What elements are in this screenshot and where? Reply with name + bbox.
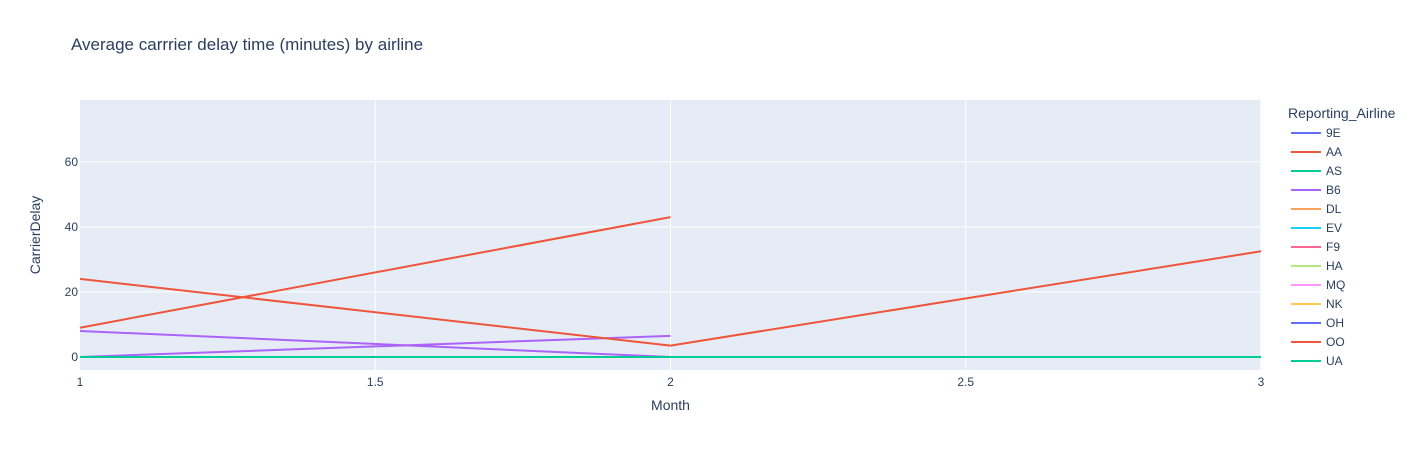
x-axis-title: Month [651, 397, 690, 413]
y-tick-label: 60 [65, 155, 79, 169]
chart-title: Average carrrier delay time (minutes) by… [71, 35, 423, 54]
legend-label: DL [1326, 202, 1342, 216]
legend-item-b6[interactable]: B6 [1291, 183, 1341, 197]
legend-item-nk[interactable]: NK [1291, 297, 1343, 311]
y-tick-label: 20 [65, 285, 79, 299]
legend-item-ha[interactable]: HA [1291, 259, 1343, 273]
x-tick-label: 2.5 [957, 375, 974, 389]
series-lines [79, 216, 1262, 358]
y-tick-label: 0 [71, 350, 78, 364]
legend-item-oh[interactable]: OH [1291, 316, 1344, 330]
legend-label: OH [1326, 316, 1344, 330]
y-axis-title: CarrierDelay [27, 196, 43, 275]
legend-label: AA [1326, 145, 1342, 159]
legend-label: NK [1326, 297, 1343, 311]
x-axis-ticks: 1 1.5 2 2.5 3 [77, 375, 1265, 389]
legend-item-ev[interactable]: EV [1291, 221, 1342, 235]
legend-label: HA [1326, 259, 1343, 273]
legend-label: UA [1326, 354, 1343, 368]
legend-label: 9E [1326, 126, 1341, 140]
legend-label: EV [1326, 221, 1342, 235]
legend-item-9e[interactable]: 9E [1291, 126, 1341, 140]
series-line-oh[interactable] [79, 334, 671, 358]
legend-item-mq[interactable]: MQ [1291, 278, 1345, 292]
legend-label: F9 [1326, 240, 1340, 254]
legend[interactable]: Reporting_Airline 9E AA AS B6 DL EV F9 HA MQ NK OH… [1288, 105, 1396, 368]
legend-item-aa[interactable]: AA [1291, 145, 1342, 159]
legend-label: AS [1326, 164, 1342, 178]
x-tick-label: 2 [667, 375, 674, 389]
legend-item-f9[interactable]: F9 [1291, 240, 1340, 254]
y-axis-ticks: 0 20 40 60 [65, 155, 79, 364]
legend-item-as[interactable]: AS [1291, 164, 1342, 178]
y-tick-label: 40 [65, 220, 79, 234]
x-tick-label: 1.5 [367, 375, 384, 389]
x-tick-label: 1 [77, 375, 84, 389]
legend-label: MQ [1326, 278, 1345, 292]
x-tick-label: 3 [1258, 375, 1265, 389]
legend-title: Reporting_Airline [1288, 105, 1396, 121]
legend-item-dl[interactable]: DL [1291, 202, 1342, 216]
legend-label: OO [1326, 335, 1345, 349]
legend-item-ua[interactable]: UA [1291, 354, 1343, 368]
legend-item-oo[interactable]: OO [1291, 335, 1345, 349]
series-line-oo[interactable] [79, 250, 1262, 347]
legend-label: B6 [1326, 183, 1341, 197]
series-line-aa[interactable] [79, 216, 671, 329]
